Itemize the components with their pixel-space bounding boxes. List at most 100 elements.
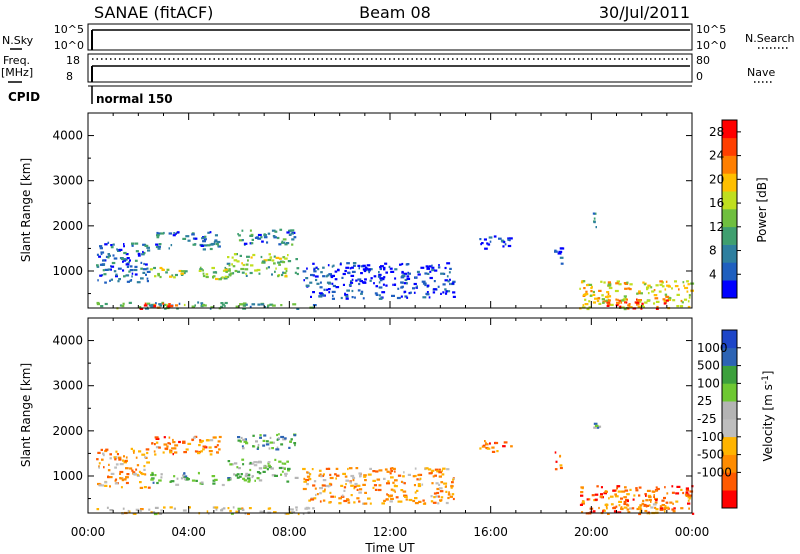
velocity-cell — [338, 502, 342, 505]
velocity-cell — [229, 463, 233, 466]
power-cell — [305, 277, 309, 280]
power-ylabel: Slant Range [km] — [19, 158, 33, 262]
power-cell — [665, 299, 669, 302]
power-cell — [144, 244, 149, 247]
power-cell — [139, 307, 144, 310]
power-cell — [384, 262, 388, 265]
power-cell — [187, 239, 191, 242]
power-cell — [102, 269, 105, 272]
power-cell — [224, 305, 226, 308]
power-cell — [624, 282, 629, 285]
velocity-cell — [266, 468, 269, 471]
power-cell — [203, 244, 208, 247]
velocity-cell — [407, 473, 411, 476]
power-cell — [560, 262, 564, 265]
power-cell — [588, 300, 591, 303]
velocity-cell — [373, 484, 377, 487]
velocity-cell — [255, 440, 258, 443]
power-cell — [382, 283, 385, 286]
power-cell — [125, 258, 128, 261]
velocity-cell — [240, 436, 243, 440]
power-cell — [238, 234, 241, 237]
power-cell — [277, 261, 281, 264]
time-tick-label: 04:00 — [171, 525, 206, 539]
power-cell — [155, 245, 158, 249]
velocity-cell — [554, 451, 557, 454]
power-cell — [401, 281, 404, 284]
power-cell — [607, 303, 610, 306]
power-cell — [125, 263, 130, 266]
velocity-cell — [174, 444, 179, 447]
power-cell — [99, 263, 104, 266]
velocity-cell — [554, 468, 558, 471]
power-cell — [404, 278, 408, 282]
power-cell — [655, 307, 659, 310]
velocity-cell — [108, 476, 113, 479]
power-cell — [500, 239, 504, 242]
power-cell — [590, 286, 593, 290]
power-cell — [598, 289, 602, 292]
power-cell — [363, 269, 367, 273]
velocity-cell — [160, 509, 163, 512]
nsky-tick-bottom: 10^0 — [54, 39, 84, 52]
velocity-cell — [310, 498, 315, 501]
velocity-cell — [263, 466, 267, 469]
velocity-cell — [306, 471, 309, 474]
velocity-cell — [346, 498, 349, 501]
velocity-cell — [168, 436, 171, 439]
power-cell — [263, 236, 268, 239]
power-cell — [687, 300, 690, 303]
power-cell — [446, 275, 449, 278]
power-cell — [493, 235, 497, 238]
power-cell — [278, 257, 282, 260]
power-cell — [344, 293, 349, 297]
velocity-cell — [252, 434, 255, 437]
power-cell — [165, 303, 168, 306]
power-cell — [212, 275, 216, 278]
velocity-cell — [614, 493, 617, 496]
velocity-cell — [671, 491, 675, 494]
velocity-cell — [263, 465, 266, 468]
velocity-cell — [672, 502, 674, 505]
power-cell — [178, 302, 181, 305]
velocity-cell — [287, 469, 290, 472]
velocity-cell — [639, 504, 643, 507]
power-cell — [403, 290, 407, 293]
velocity-cell — [350, 484, 354, 487]
power-cell — [424, 272, 428, 275]
power-cell — [242, 263, 246, 267]
velocity-cell — [123, 478, 127, 481]
power-cell — [448, 278, 451, 281]
power-cell — [687, 305, 691, 309]
velocity-cell — [152, 511, 156, 514]
velocity-cell — [319, 487, 323, 490]
velocity-cell — [345, 479, 349, 482]
power-cell — [158, 243, 162, 246]
velocity-cell — [671, 485, 674, 488]
velocity-cell — [650, 500, 652, 503]
power-colorbar-tick-label: 20 — [709, 172, 724, 186]
power-cell — [606, 301, 611, 304]
velocity-cell — [618, 500, 622, 503]
power-cell — [334, 278, 338, 281]
power-cell — [224, 301, 228, 305]
power-cell — [151, 303, 156, 306]
velocity-cell — [689, 490, 694, 493]
power-cell — [134, 259, 138, 262]
velocity-cell — [132, 472, 137, 476]
velocity-cell — [638, 494, 641, 497]
velocity-cell — [284, 472, 288, 475]
velocity-cell — [343, 486, 347, 489]
power-cell — [638, 290, 641, 293]
power-cell — [588, 283, 593, 286]
power-cell — [602, 301, 605, 304]
velocity-cell — [639, 510, 642, 513]
velocity-cell — [175, 483, 180, 486]
power-cell — [271, 229, 276, 232]
power-cell — [629, 283, 633, 286]
power-cell — [202, 269, 204, 272]
velocity-cell — [166, 445, 169, 448]
power-cell — [617, 298, 619, 301]
power-cell — [211, 242, 215, 246]
velocity-cell — [202, 445, 207, 448]
